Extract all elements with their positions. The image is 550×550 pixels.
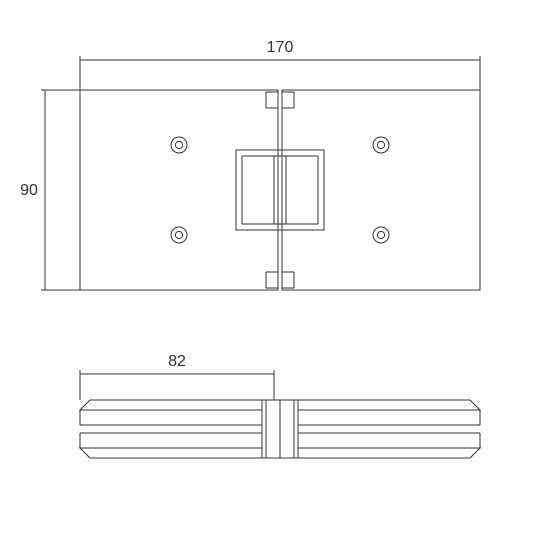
dim-half-width-82: 82	[168, 353, 186, 370]
dim-height-90: 90	[20, 182, 38, 199]
side-view: 82	[80, 353, 480, 458]
top-view: 170 90	[20, 39, 480, 290]
dim-width-170: 170	[267, 39, 294, 56]
hinge-technical-drawing: 170 90 82	[0, 0, 550, 550]
